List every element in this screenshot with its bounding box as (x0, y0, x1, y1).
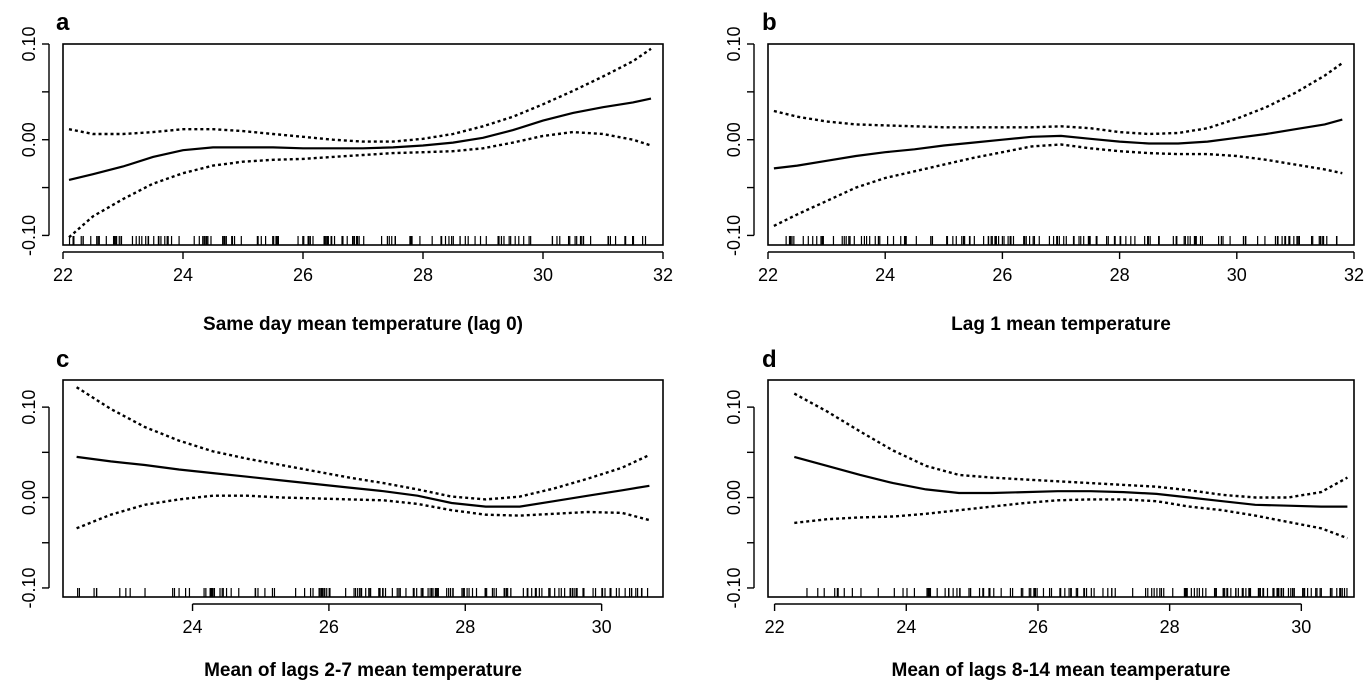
y-tick-label: 0.10 (724, 390, 744, 425)
y-tick-label: -0.10 (19, 567, 39, 608)
lower-ci-curve (773, 143, 1343, 227)
plot-frame (767, 43, 1355, 246)
y-tick-label: 0.10 (19, 390, 39, 425)
x-tick-label: 24 (875, 265, 895, 285)
panel-b: b 22 24 26 28 30 32 -0.10 0.00 0.10 Lag 1 mean tem… (724, 9, 1364, 335)
plot-frame (62, 43, 664, 246)
panel-a: a 22 24 26 28 30 32 -0.10 0.00 0.10 Same day mean … (19, 9, 673, 335)
x-axis-title: Lag 1 mean temperature (951, 314, 1171, 335)
y-tick-label: 0.10 (19, 26, 39, 61)
upper-ci-curve (793, 392, 1348, 499)
upper-ci-curve (773, 62, 1343, 136)
plot-frame (62, 379, 664, 598)
plot-frame (767, 379, 1355, 598)
x-axis-title: Mean of lags 8-14 mean teamperature (892, 660, 1231, 680)
panel-letter: c (56, 346, 69, 373)
panel-c: c 24 26 28 30 -0.10 0.00 0.10 Mean of lags 2-7 m… (19, 346, 664, 680)
y-tick-label: 0.00 (724, 122, 744, 157)
x-tick-label: 24 (896, 617, 916, 637)
upper-ci-curve (75, 386, 650, 501)
y-tick-label: -0.10 (724, 215, 744, 256)
y-tick-label: 0.00 (19, 480, 39, 515)
x-tick-label: 26 (992, 265, 1012, 285)
lower-ci-curve (794, 498, 1348, 540)
x-axis-title: Mean of lags 2-7 mean temperature (204, 660, 522, 680)
x-tick-label: 30 (1227, 265, 1247, 285)
x-tick-label: 32 (653, 265, 673, 285)
y-tick-label: 0.00 (19, 122, 39, 157)
x-tick-label: 24 (173, 265, 193, 285)
panel-letter: b (762, 9, 777, 36)
x-tick-label: 28 (1160, 617, 1180, 637)
x-tick-label: 32 (1344, 265, 1364, 285)
y-tick-label: 0.00 (724, 480, 744, 515)
panel-letter: d (762, 346, 777, 373)
x-tick-label: 28 (413, 265, 433, 285)
y-tick-label: -0.10 (19, 215, 39, 256)
fitted-curve (76, 455, 650, 508)
x-tick-label: 28 (1110, 265, 1130, 285)
y-tick-label: -0.10 (724, 567, 744, 608)
x-axis-title: Same day mean temperature (lag 0) (203, 314, 523, 335)
lower-ci-curve (68, 130, 652, 239)
upper-ci-curve (68, 47, 652, 143)
lower-ci-curve (76, 494, 650, 530)
x-tick-label: 22 (53, 265, 73, 285)
x-tick-label: 24 (183, 617, 203, 637)
x-tick-label: 22 (765, 617, 785, 637)
x-tick-label: 26 (293, 265, 313, 285)
x-tick-label: 26 (319, 617, 339, 637)
panel-letter: a (56, 9, 70, 36)
x-tick-label: 22 (758, 265, 778, 285)
x-tick-label: 30 (533, 265, 553, 285)
x-tick-label: 30 (1291, 617, 1311, 637)
x-tick-label: 26 (1028, 617, 1048, 637)
fitted-curve (68, 97, 652, 181)
fitted-curve (773, 118, 1343, 170)
panel-d: d 22 24 26 28 30 -0.10 0.00 0.10 Mean of lags 8-1… (724, 346, 1355, 680)
x-tick-label: 30 (592, 617, 612, 637)
y-tick-label: 0.10 (724, 26, 744, 61)
fitted-curve (794, 455, 1348, 508)
x-tick-label: 28 (455, 617, 475, 637)
